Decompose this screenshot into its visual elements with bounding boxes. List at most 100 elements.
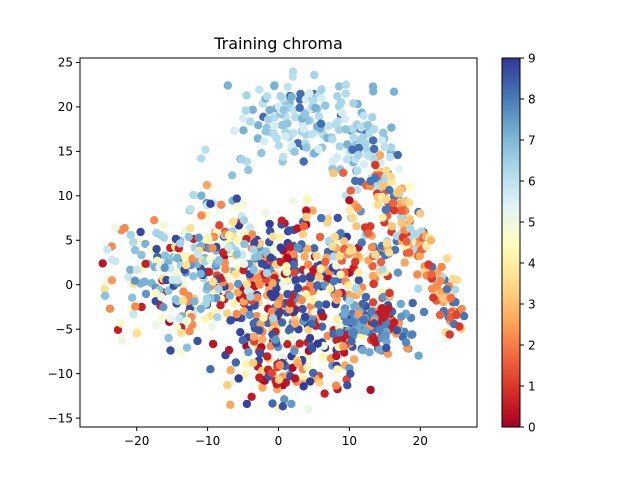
chart-title: Training chroma — [213, 34, 343, 53]
scatter-point — [315, 273, 324, 282]
scatter-point — [450, 285, 460, 294]
scatter-point — [255, 85, 264, 94]
scatter-point — [268, 399, 277, 408]
scatter-point — [408, 330, 417, 339]
scatter-point — [316, 119, 326, 128]
scatter-point — [349, 355, 359, 364]
scatter-point — [429, 293, 438, 302]
scatter-point — [242, 399, 252, 409]
scatter-point — [274, 309, 283, 318]
scatter-point — [333, 213, 342, 223]
scatter-point — [128, 293, 137, 302]
scatter-point — [150, 216, 159, 225]
scatter-point — [159, 221, 168, 230]
scatter-point — [184, 232, 193, 242]
scatter-point — [256, 349, 265, 358]
scatter-point — [389, 318, 399, 327]
scatter-point — [249, 319, 258, 328]
scatter-point — [233, 288, 242, 297]
scatter-point — [293, 283, 303, 293]
scatter-point — [297, 296, 306, 305]
y-tick-label: 10 — [58, 189, 73, 203]
scatter-point — [369, 279, 378, 288]
scatter-point — [385, 288, 394, 298]
scatter-point — [159, 303, 168, 312]
scatter-point — [314, 145, 323, 154]
x-tick-label: −20 — [124, 434, 149, 448]
scatter-point — [341, 125, 350, 134]
scatter-point — [299, 157, 308, 166]
scatter-point — [389, 87, 399, 96]
scatter-point — [366, 385, 375, 395]
scatter-point — [337, 108, 346, 117]
scatter-point — [173, 268, 183, 278]
colorbar-tick-label: 1 — [528, 379, 536, 393]
y-tick-label: −10 — [48, 367, 73, 381]
scatter-point — [291, 275, 300, 284]
scatter-point — [424, 260, 433, 269]
scatter-point — [296, 89, 305, 99]
scatter-point — [301, 289, 310, 299]
scatter-point — [368, 113, 377, 122]
scatter-point — [422, 242, 431, 251]
scatter-point — [151, 320, 161, 330]
scatter-point — [348, 145, 357, 154]
scatter-point — [208, 277, 218, 286]
scatter-point — [308, 296, 317, 305]
scatter-point — [228, 217, 238, 227]
scatter-point — [387, 123, 396, 132]
scatter-point — [256, 319, 265, 329]
scatter-point — [146, 245, 155, 254]
scatter-point — [231, 358, 240, 367]
scatter-point — [351, 176, 360, 186]
scatter-point — [404, 198, 414, 208]
scatter-point — [314, 300, 323, 309]
scatter-point — [276, 243, 285, 252]
scatter-point — [287, 399, 296, 409]
scatter-point — [436, 276, 445, 286]
scatter-point — [339, 342, 348, 351]
scatter-point — [152, 244, 161, 254]
scatter-point — [302, 212, 311, 222]
scatter-point — [445, 330, 454, 339]
scatter-point — [240, 370, 249, 379]
scatter-point — [332, 351, 341, 361]
scatter-point — [299, 222, 308, 231]
scatter-point — [282, 262, 291, 271]
scatter-point — [301, 95, 310, 104]
scatter-point — [166, 314, 175, 323]
scatter-point — [427, 270, 436, 279]
scatter-point — [247, 230, 257, 239]
scatter-point — [225, 291, 234, 300]
scatter-point — [275, 360, 285, 370]
scatter-point — [273, 299, 282, 309]
scatter-point — [270, 81, 279, 91]
scatter-point — [286, 298, 295, 308]
scatter-point — [182, 343, 192, 352]
scatter-point — [107, 255, 117, 264]
scatter-point — [317, 213, 326, 223]
scatter-point — [323, 218, 332, 227]
scatter-point — [307, 319, 317, 328]
scatter-point — [354, 309, 363, 319]
scatter-point — [241, 106, 251, 115]
scatter-point — [320, 389, 329, 398]
scatter-point — [310, 308, 319, 317]
scatter-point — [345, 196, 354, 205]
scatter-point — [283, 290, 292, 299]
scatter-point — [246, 117, 255, 126]
scatter-point — [343, 140, 352, 149]
scatter-point — [239, 266, 248, 275]
x-axis: −20 −10 0 10 20 — [124, 427, 428, 448]
scatter-point — [132, 329, 141, 338]
x-tick-label: 10 — [342, 434, 357, 448]
scatter-point — [157, 313, 166, 322]
scatter-point — [242, 280, 252, 289]
scatter-point — [224, 243, 233, 252]
scatter-point — [303, 363, 312, 372]
scatter-point — [377, 304, 386, 313]
scatter-point — [349, 133, 358, 142]
scatter-point — [389, 206, 399, 215]
scatter-point — [405, 215, 414, 224]
scatter-point — [352, 185, 362, 194]
